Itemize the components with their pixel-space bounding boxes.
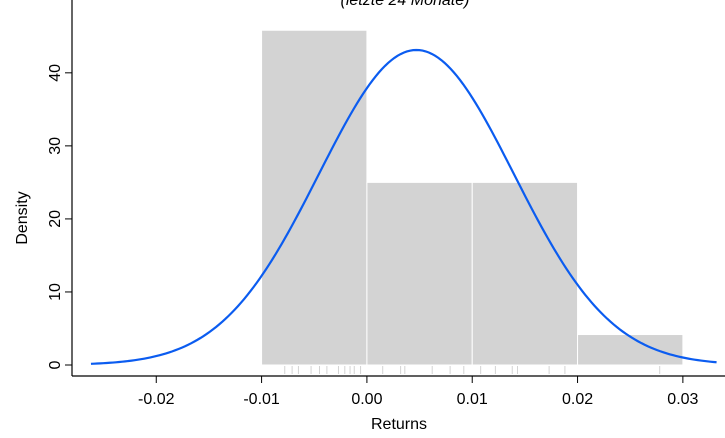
y-tick-label: 20 bbox=[47, 210, 64, 228]
chart-subtitle: (letzte 24 Monate) bbox=[341, 0, 470, 9]
x-axis-label: Returns bbox=[371, 416, 427, 433]
x-tick-label: 0.00 bbox=[351, 391, 382, 408]
x-tick-label: 0.03 bbox=[667, 391, 698, 408]
histogram-bar-3 bbox=[577, 334, 684, 366]
x-tick-label: -0.02 bbox=[138, 391, 175, 408]
y-axis-label: Density bbox=[14, 191, 31, 244]
histogram-bar-0 bbox=[261, 29, 368, 366]
y-tick-label: 10 bbox=[47, 283, 64, 301]
x-tick-label: -0.01 bbox=[243, 391, 280, 408]
x-tick-label: 0.01 bbox=[457, 391, 488, 408]
histogram-bar-1 bbox=[366, 181, 473, 366]
y-tick-label: 40 bbox=[47, 64, 64, 82]
histogram-bar-2 bbox=[471, 181, 579, 366]
histogram-bars bbox=[261, 29, 684, 366]
y-tick-label: 0 bbox=[47, 360, 64, 369]
rug-marks bbox=[284, 366, 661, 374]
y-tick-label: 30 bbox=[47, 137, 64, 155]
x-tick-label: 0.02 bbox=[562, 391, 593, 408]
axes: -0.02 -0.01 0.00 0.01 0.02 0.03 0 10 20 30 40 bbox=[47, 0, 725, 408]
density-curve bbox=[90, 48, 717, 365]
